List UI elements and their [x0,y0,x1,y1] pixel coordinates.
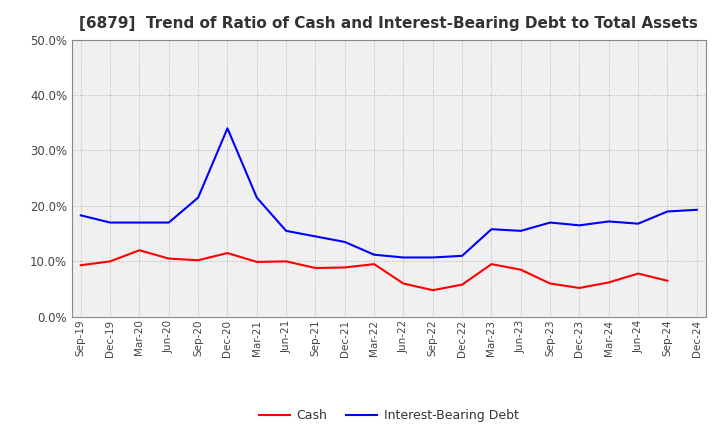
Interest-Bearing Debt [194,195,202,200]
Interest-Bearing Debt [311,234,320,239]
Interest-Bearing Debt [106,220,114,225]
Interest-Bearing Debt [223,126,232,131]
Cash [399,281,408,286]
Interest-Bearing Debt [76,213,85,218]
Interest-Bearing Debt [575,223,584,228]
Line: Interest-Bearing Debt: Interest-Bearing Debt [81,128,697,257]
Interest-Bearing Debt [634,221,642,226]
Cash [575,285,584,290]
Line: Cash: Cash [81,250,667,290]
Interest-Bearing Debt [605,219,613,224]
Cash [76,263,85,268]
Cash [370,261,379,267]
Cash [282,259,290,264]
Cash [458,282,467,287]
Cash [164,256,173,261]
Interest-Bearing Debt [135,220,144,225]
Interest-Bearing Debt [253,195,261,200]
Cash [634,271,642,276]
Cash [663,278,672,283]
Cash [546,281,554,286]
Cash [253,259,261,264]
Interest-Bearing Debt [282,228,290,234]
Cash [428,288,437,293]
Cash [605,280,613,285]
Cash [135,248,144,253]
Interest-Bearing Debt [428,255,437,260]
Cash [516,267,525,272]
Cash [311,265,320,271]
Interest-Bearing Debt [487,227,496,232]
Legend: Cash, Interest-Bearing Debt: Cash, Interest-Bearing Debt [254,404,523,427]
Interest-Bearing Debt [663,209,672,214]
Title: [6879]  Trend of Ratio of Cash and Interest-Bearing Debt to Total Assets: [6879] Trend of Ratio of Cash and Intere… [79,16,698,32]
Interest-Bearing Debt [370,252,379,257]
Interest-Bearing Debt [546,220,554,225]
Interest-Bearing Debt [693,207,701,213]
Interest-Bearing Debt [341,239,349,245]
Interest-Bearing Debt [458,253,467,258]
Interest-Bearing Debt [164,220,173,225]
Cash [487,261,496,267]
Interest-Bearing Debt [399,255,408,260]
Cash [341,265,349,270]
Interest-Bearing Debt [516,228,525,234]
Cash [106,259,114,264]
Cash [194,257,202,263]
Cash [223,250,232,256]
